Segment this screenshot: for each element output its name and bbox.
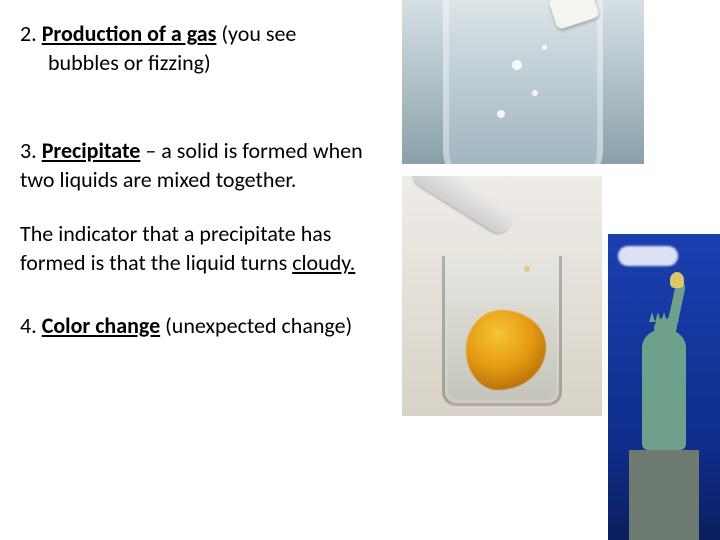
indicator-pre: The indicator that a precipitate has for… [20,220,331,276]
image-gas-glass [402,0,644,164]
bubble-icon [532,90,538,96]
list-item-4: 4. Color change (unexpected change) [20,312,400,341]
indicator-paragraph: The indicator that a precipitate has for… [20,220,400,277]
bubble-icon [542,45,547,50]
item2-number: 2. [20,20,37,47]
item2-line2: bubbles or fizzing) [20,49,400,78]
statue-body-shape [642,330,686,450]
image-precipitate [402,176,602,416]
item4-title: Color change [42,312,160,339]
image-statue-of-liberty [608,234,720,540]
indicator-text: The indicator that a precipitate has for… [20,220,400,277]
item4-number: 4. [20,312,37,339]
torch-icon [670,272,684,288]
item4-rest: (unexpected change) [160,312,352,339]
glass-cup-shape [443,0,603,164]
text-column: 2. Production of a gas (you see bubbles … [20,20,400,340]
item2-line1: 2. Production of a gas (you see [20,20,400,49]
list-item-2: 2. Production of a gas (you see bubbles … [20,20,400,77]
cloud-shape [618,246,678,266]
item3-title: Precipitate [42,137,141,164]
list-item-3: 3. Precipitate – a solid is formed when … [20,137,400,194]
pedestal-shape [629,450,699,540]
beaker-shape [442,256,562,406]
liquid-shape [448,300,556,400]
slide: 2. Production of a gas (you see bubbles … [0,0,720,540]
bubble-icon [512,60,522,70]
item3-number: 3. [20,137,37,164]
indicator-cloudy: cloudy. [292,249,355,276]
item2-rest1: (you see [216,20,296,47]
item4-text: 4. Color change (unexpected change) [20,312,400,341]
item3-text: 3. Precipitate – a solid is formed when … [20,137,400,194]
test-tube-shape [409,176,516,237]
item2-title: Production of a gas [42,20,217,47]
precipitate-shape [466,310,546,390]
bubble-icon [497,110,505,118]
